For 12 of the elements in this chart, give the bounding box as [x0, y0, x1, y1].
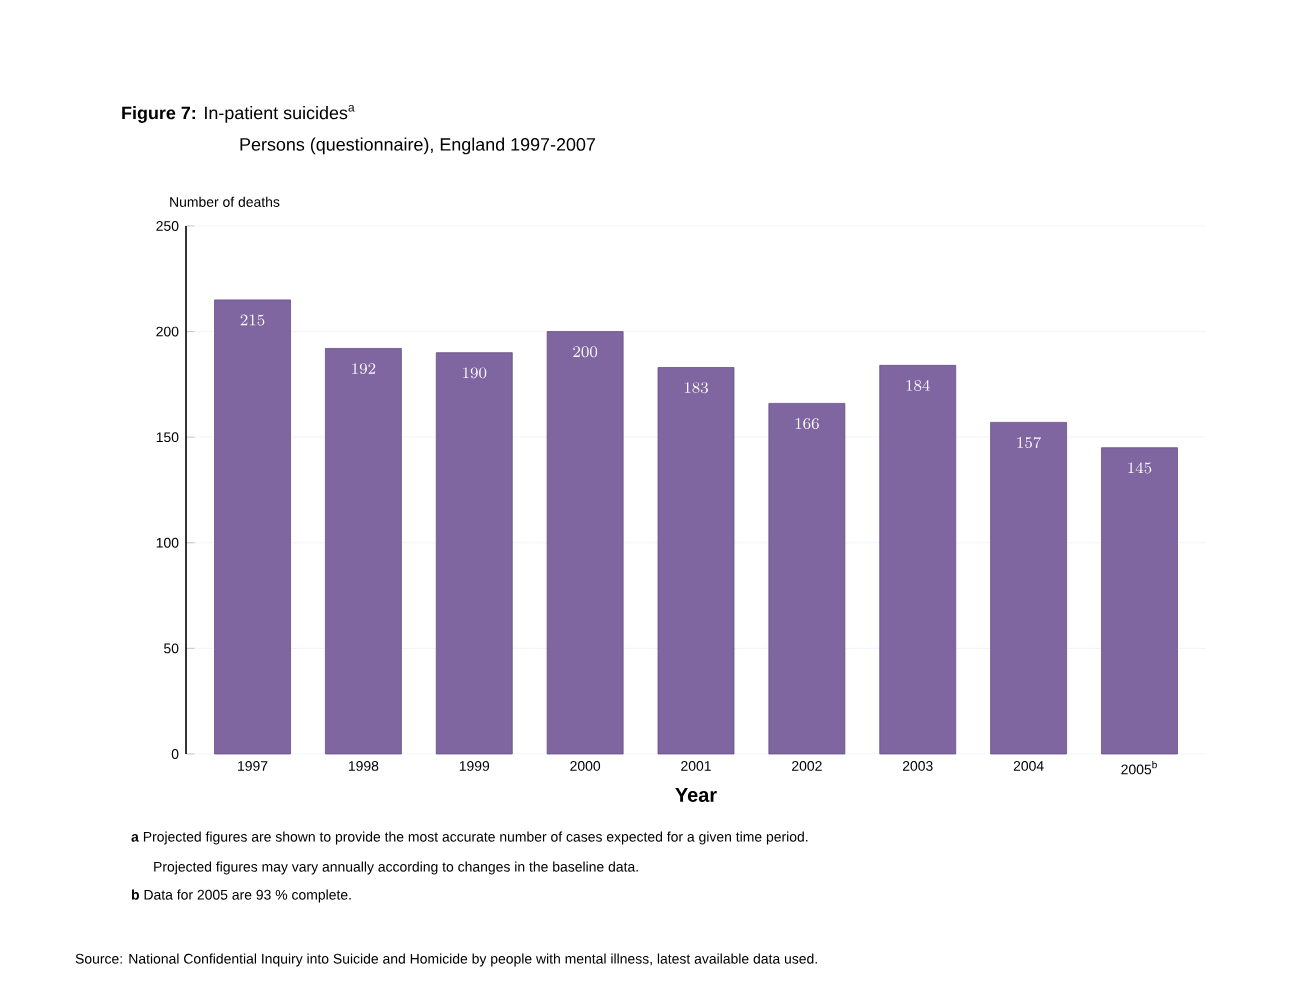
- bar: [990, 421, 1068, 755]
- x-axis-title: Year: [675, 788, 717, 802]
- bar: [768, 402, 846, 755]
- chart-subtitle: Persons (questionnaire), England 1997-2007: [240, 137, 595, 155]
- bar: [879, 364, 957, 755]
- bar: [214, 299, 291, 755]
- bar: [435, 352, 513, 755]
- bar: [657, 367, 735, 755]
- bar: [325, 348, 402, 755]
- bar: [546, 331, 624, 755]
- chart-title: Figure 7: In-patient suicides$^{a}$: [122, 105, 355, 123]
- bar: [1101, 447, 1178, 755]
